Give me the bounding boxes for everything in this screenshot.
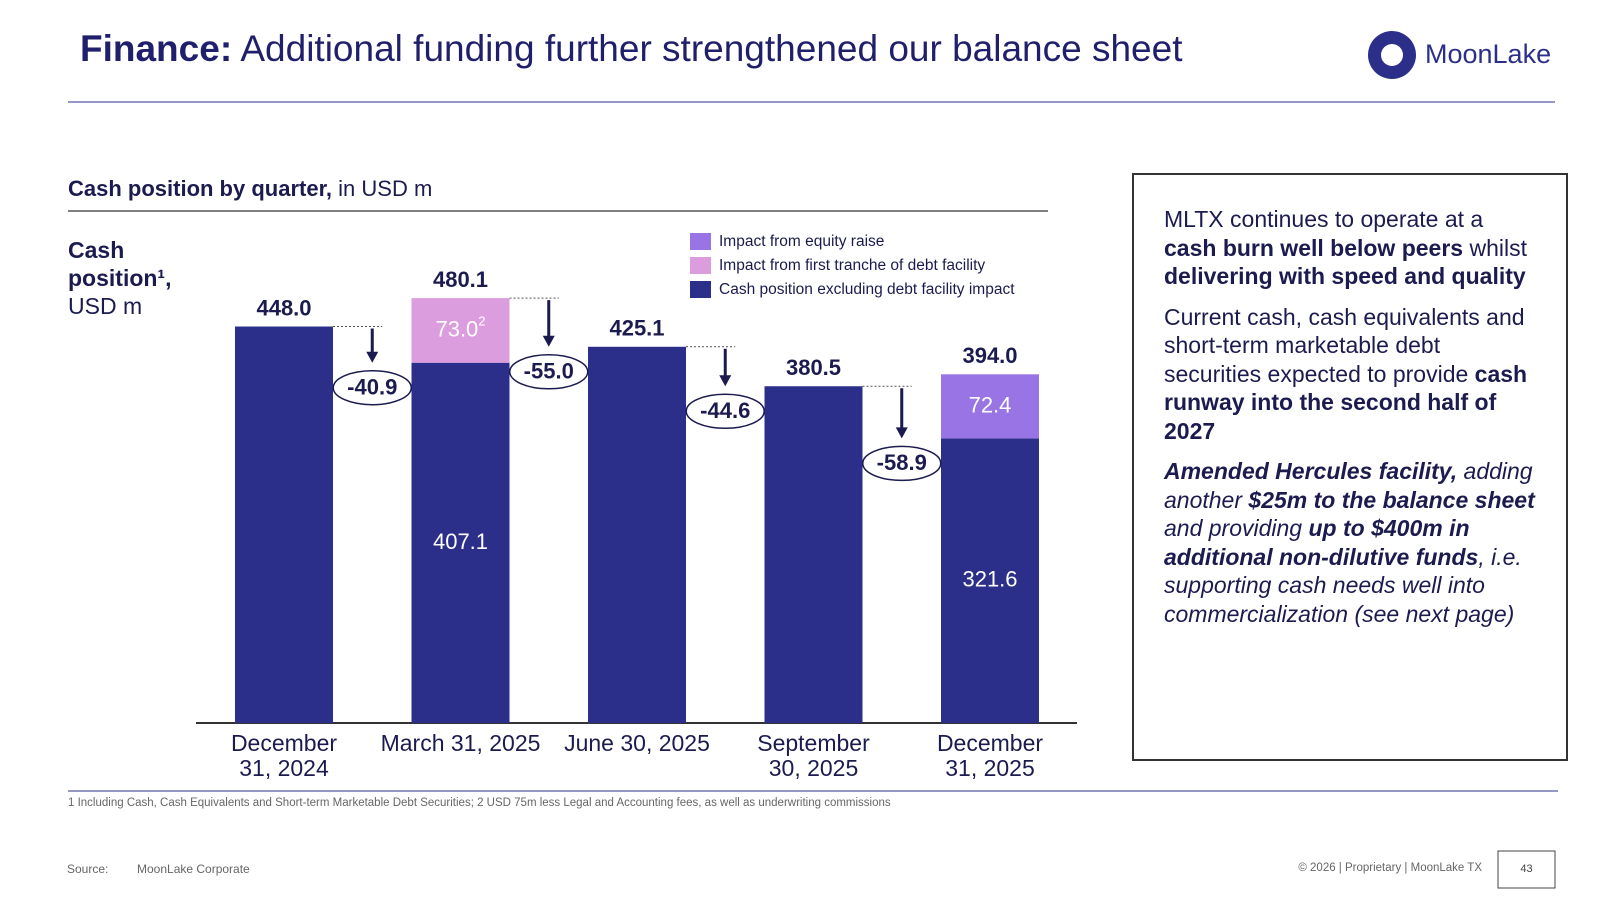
page-number: 43 xyxy=(1520,863,1533,875)
change-label: -44.6 xyxy=(700,398,750,423)
logo-hole xyxy=(1381,44,1403,66)
change-label: -55.0 xyxy=(524,359,574,384)
side-panel: MLTX continues to operate at a cash burn… xyxy=(1132,173,1568,761)
panel-paragraph: MLTX continues to operate at a cash burn… xyxy=(1164,205,1536,291)
bar-segment xyxy=(411,362,510,723)
panel-text: MLTX continues to operate at a xyxy=(1164,206,1484,232)
bar-value-label: 321.6 xyxy=(962,567,1017,592)
bar-value-label: 73.02 xyxy=(435,314,485,341)
panel-text: Amended Hercules facility, xyxy=(1164,458,1458,484)
change-label: -40.9 xyxy=(347,375,397,400)
panel-text: and providing xyxy=(1164,515,1309,541)
title-text: Additional funding further strengthened … xyxy=(232,28,1183,69)
source-label: Source: xyxy=(67,862,109,876)
total-label: 394.0 xyxy=(962,343,1017,368)
panel-text: up to $400m in additional non-dilutive f… xyxy=(1164,515,1479,570)
bar-segment xyxy=(588,346,686,723)
panel-text: $25m to the balance sheet xyxy=(1248,486,1535,513)
bar-segment xyxy=(411,298,510,363)
total-label: 480.1 xyxy=(433,267,488,292)
total-label: 425.1 xyxy=(609,316,664,341)
change-bubble xyxy=(332,369,412,406)
x-tick-label: March 31, 2025 xyxy=(380,730,541,756)
y-label-line: position¹, xyxy=(68,265,172,291)
panel-text: whilst xyxy=(1463,234,1527,261)
y-label-line: Cash xyxy=(68,237,125,263)
panel-text: delivering with speed and quality xyxy=(1164,263,1526,289)
x-tick-label: June 30, 2025 xyxy=(564,730,710,756)
total-label: 380.5 xyxy=(786,355,841,380)
title-bold: Finance: xyxy=(80,28,233,69)
bar-value-label: 72.4 xyxy=(969,392,1012,417)
total-label: 448.0 xyxy=(256,295,311,320)
arrow-head xyxy=(542,335,555,347)
panel-paragraph: Current cash, cash equivalents and short… xyxy=(1164,303,1536,446)
arrow-head xyxy=(895,427,908,439)
bar-segment xyxy=(941,438,1039,723)
panel-text: , i.e. supporting cash needs well into c… xyxy=(1164,543,1522,627)
legend-label: Cash position excluding debt facility im… xyxy=(719,281,1015,298)
legend-swatch xyxy=(690,281,711,298)
bar-segment xyxy=(764,386,863,723)
arrow-head xyxy=(366,351,379,363)
title: Finance: Additional funding further stre… xyxy=(80,28,1183,70)
value-text: 321.6 xyxy=(962,567,1017,592)
page-box xyxy=(1497,850,1556,889)
change-label: -58.9 xyxy=(877,450,927,475)
chart-title-bold: Cash position by quarter, xyxy=(68,176,333,201)
rights: © 2026 | Proprietary | MoonLake TX xyxy=(1298,862,1482,874)
arrow-head xyxy=(719,375,732,387)
bar-segment xyxy=(235,326,333,723)
legend-label: Impact from first tranche of debt facili… xyxy=(719,257,985,274)
change-bubble xyxy=(509,354,589,390)
value-text: 72.4 xyxy=(969,392,1012,417)
legend-swatch xyxy=(690,233,711,250)
bar-value-label: 407.1 xyxy=(433,529,488,554)
change-bubble xyxy=(685,393,765,430)
change-bubble xyxy=(862,445,942,482)
panel-text: Current cash, cash equivalents and short… xyxy=(1164,303,1525,387)
value-text: 407.1 xyxy=(433,529,488,554)
legend-swatch xyxy=(690,257,711,274)
chart-title: Cash position by quarter, in USD m xyxy=(68,176,432,202)
x-tick-label: December 31, 2025 xyxy=(936,730,1044,781)
panel-text: cash burn well below peers xyxy=(1164,234,1464,261)
x-tick-label: December 31, 2024 xyxy=(230,730,338,781)
chart-title-text: in USD m xyxy=(332,176,433,201)
x-tick-label: September 30, 2025 xyxy=(757,730,870,781)
source: MoonLake Corporate xyxy=(137,862,250,876)
bar-segment xyxy=(941,374,1039,439)
y-axis-label: Cash position¹, USD m xyxy=(68,236,171,320)
legend-label: Impact from equity raise xyxy=(719,233,884,250)
panel-paragraph: Amended Hercules facility, adding anothe… xyxy=(1164,457,1536,628)
footnote: 1 Including Cash, Cash Equivalents and S… xyxy=(68,797,891,809)
panel-text: adding another xyxy=(1164,458,1533,513)
value-text: 73.0 xyxy=(435,316,478,341)
logo-text: MoonLake xyxy=(1425,39,1551,69)
panel-text: cash runway into the second half of 2027 xyxy=(1164,360,1528,444)
value-note: 2 xyxy=(478,314,485,329)
y-label-line: USD m xyxy=(68,293,143,319)
